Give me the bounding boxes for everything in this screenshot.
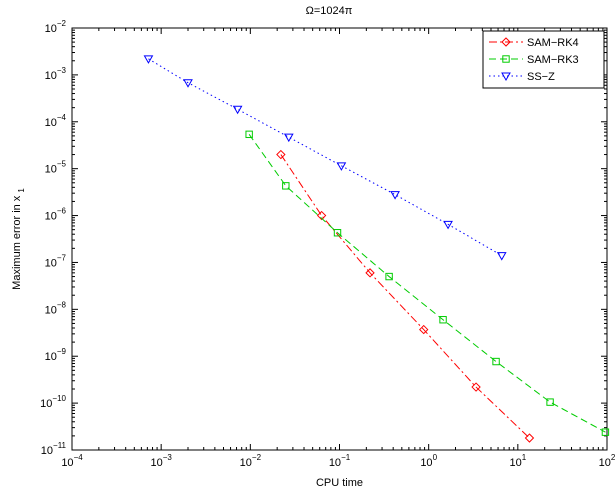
data-point — [492, 357, 500, 366]
data-point — [385, 272, 393, 281]
data-point — [524, 433, 535, 443]
data-point — [245, 130, 253, 139]
legend-entry: SAM−RK3 — [489, 54, 579, 66]
series-line — [248, 134, 606, 433]
data-point — [336, 162, 347, 171]
y-tick-label: 10−6 — [45, 207, 67, 223]
legend-marker — [502, 55, 510, 63]
series-layer — [143, 55, 610, 443]
data-point — [282, 182, 290, 190]
data-point — [601, 428, 610, 436]
legend-label: SAM−RK3 — [527, 54, 579, 66]
x-tick-label: 100 — [420, 453, 437, 469]
axis-ticks: 10−4 10−3 10−2 10−1 100 101 102 10−11 10−10 10−9 1… — [40, 19, 616, 469]
y-axis-label-main: Maximum error in x — [11, 195, 23, 290]
plot-area — [71, 27, 608, 451]
data-point — [439, 316, 447, 324]
legend-label: SAM−RK4 — [527, 37, 579, 49]
data-point — [143, 55, 154, 64]
x-tick-label: 10−2 — [240, 453, 262, 469]
data-point — [316, 210, 327, 221]
data-point — [365, 268, 375, 278]
y-tick-label: 10−7 — [45, 253, 67, 269]
y-tick-label: 10−5 — [45, 160, 67, 176]
data-point — [496, 252, 507, 261]
data-point — [390, 191, 400, 200]
y-tick-label: 10−8 — [45, 300, 67, 316]
x-tick-label: 10−3 — [150, 453, 172, 469]
x-axis-label: CPU time — [316, 477, 363, 489]
legend-entry: SAM−RK4 — [489, 37, 579, 49]
data-point — [546, 398, 554, 406]
y-axis-label: Maximum error in x 1 — [11, 188, 26, 290]
legend: SAM−RK4 SAM−RK3 SS−Z — [482, 30, 605, 89]
x-tick-label: 10−1 — [329, 453, 351, 469]
series-sam-rk4 — [276, 149, 535, 443]
legend-label: SS−Z — [527, 71, 555, 83]
data-point — [183, 79, 193, 88]
y-tick-label: 10−2 — [45, 19, 67, 35]
x-tick-label: 101 — [509, 453, 526, 469]
y-tick-label: 10−11 — [41, 441, 67, 457]
legend-entry: SS−Z — [489, 71, 555, 83]
x-tick-label: 102 — [599, 453, 616, 469]
data-point — [232, 105, 243, 115]
series-line — [148, 58, 502, 257]
x-tick-label: 10−4 — [61, 453, 83, 469]
data-point — [471, 382, 481, 392]
y-tick-label: 10−3 — [45, 66, 67, 82]
y-tick-label: 10−10 — [40, 394, 66, 410]
chart-title: Ω=1024π — [306, 5, 353, 17]
series-ss-z — [143, 55, 507, 261]
y-tick-label: 10−9 — [45, 347, 67, 363]
data-point — [443, 220, 453, 230]
legend-marker — [501, 72, 511, 82]
data-point — [283, 133, 294, 143]
data-point — [276, 149, 286, 160]
series-line — [280, 154, 530, 439]
y-tick-label: 10−4 — [45, 113, 67, 129]
data-point — [333, 229, 342, 237]
legend-marker — [501, 37, 511, 47]
data-point — [419, 324, 429, 335]
y-axis-label-subscript: 1 — [17, 188, 26, 193]
series-sam-rk3 — [245, 130, 610, 436]
